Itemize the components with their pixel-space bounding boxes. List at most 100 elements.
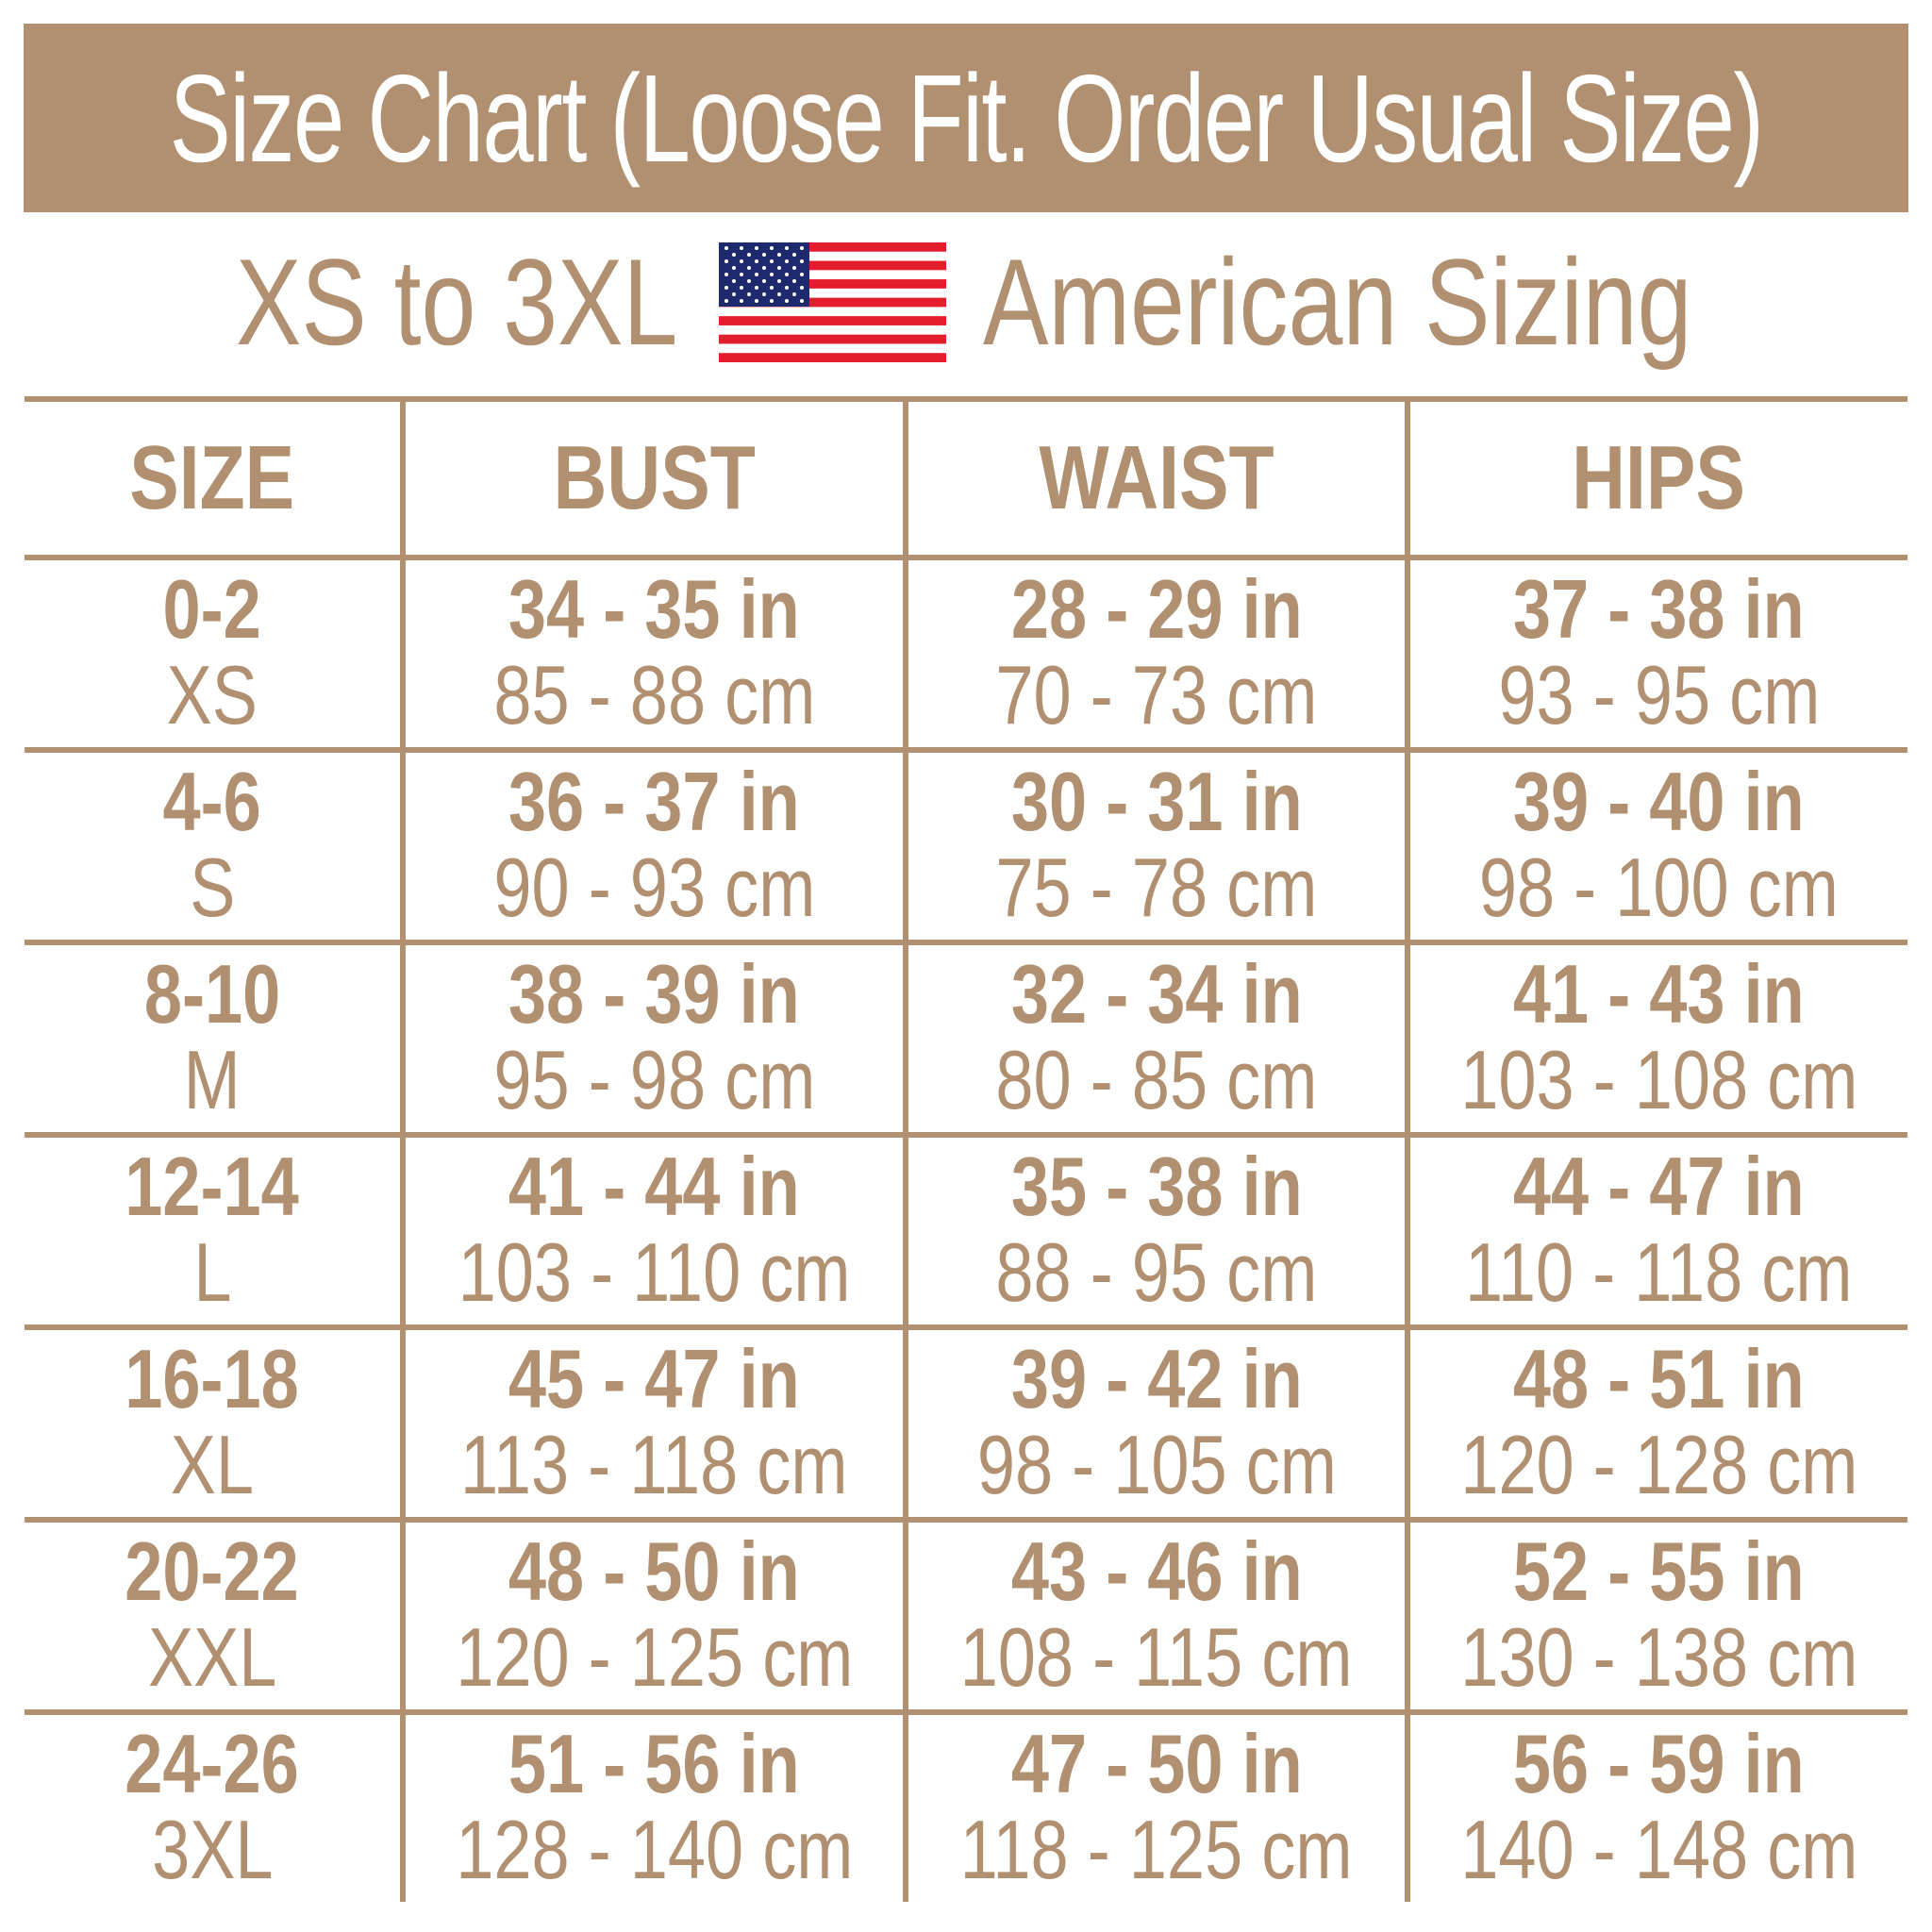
table-cell: 4-6 S	[25, 747, 400, 940]
flag-star	[755, 286, 758, 290]
flag-star	[747, 292, 751, 296]
inch-value: 39 - 42 in	[1010, 1332, 1303, 1425]
flag-stripe	[719, 334, 946, 344]
flag-star	[777, 292, 781, 296]
table-cell: 12-14 L	[25, 1132, 400, 1324]
flag-star	[800, 273, 804, 276]
table-cell: 8-10 M	[25, 940, 400, 1132]
table-cell: 37 - 38 in 93 - 95 cm	[1405, 555, 1907, 747]
flag-stripe	[719, 325, 946, 335]
table-cell: 28 - 29 in 70 - 73 cm	[903, 555, 1405, 747]
flag-stripe	[719, 297, 946, 308]
flag-star	[724, 259, 728, 263]
flag-star	[740, 299, 743, 303]
table-cell: 16-18 XL	[25, 1324, 400, 1517]
title-bar: Size Chart (Loose Fit. Order Usual Size)	[24, 24, 1908, 212]
flag-stripe	[719, 343, 946, 354]
cm-value: 108 - 115 cm	[960, 1610, 1353, 1704]
flag-star	[785, 299, 789, 303]
size-letter: M	[183, 1033, 242, 1126]
table-cell: 48 - 50 in 120 - 125 cm	[400, 1517, 903, 1709]
cm-value: 113 - 118 cm	[460, 1418, 848, 1511]
flag-stripe	[719, 251, 946, 261]
size-number: 24-26	[125, 1717, 300, 1810]
flag-star	[785, 286, 789, 290]
flag-stripe	[719, 279, 946, 290]
inch-value: 41 - 44 in	[508, 1140, 800, 1233]
column-header-label: WAIST	[1039, 427, 1274, 528]
flag-star	[800, 299, 804, 303]
flag-star	[747, 266, 751, 270]
table-cell: 56 - 59 in 140 - 148 cm	[1405, 1709, 1907, 1902]
cm-value: 90 - 93 cm	[493, 841, 815, 934]
flag-star	[732, 253, 736, 257]
table-cell: 38 - 39 in 95 - 98 cm	[400, 940, 903, 1132]
flag-star	[800, 246, 804, 250]
cm-value: 98 - 105 cm	[976, 1418, 1337, 1511]
table-cell: 47 - 50 in 118 - 125 cm	[903, 1709, 1405, 1902]
size-letter: XS	[166, 648, 258, 741]
flag-star	[792, 253, 796, 257]
cm-value: 80 - 85 cm	[995, 1033, 1318, 1126]
flag-star	[755, 273, 758, 276]
cm-value: 70 - 73 cm	[995, 648, 1318, 741]
flag-star	[785, 259, 789, 263]
cm-value: 75 - 78 cm	[995, 841, 1318, 934]
cm-value: 95 - 98 cm	[493, 1033, 815, 1126]
cm-value: 103 - 110 cm	[458, 1225, 851, 1319]
inch-value: 48 - 50 in	[508, 1524, 800, 1618]
size-number: 0-2	[162, 562, 262, 656]
cm-value: 88 - 95 cm	[995, 1225, 1318, 1319]
flag-star	[740, 246, 743, 250]
flag-stripe	[719, 353, 946, 362]
cm-value: 98 - 100 cm	[1478, 841, 1840, 934]
cm-value: 140 - 148 cm	[1459, 1803, 1858, 1896]
size-letter: L	[192, 1225, 232, 1319]
inch-value: 35 - 38 in	[1010, 1140, 1303, 1233]
flag-star	[800, 286, 804, 290]
flag-star	[740, 259, 743, 263]
flag-star	[724, 273, 728, 276]
flag-star	[732, 292, 736, 296]
flag-star	[762, 253, 766, 257]
flag-star	[785, 246, 789, 250]
size-number: 12-14	[125, 1140, 300, 1233]
flag-star	[732, 279, 736, 283]
inch-value: 43 - 46 in	[1010, 1524, 1303, 1618]
us-flag-icon	[719, 242, 946, 362]
flag-stripe	[719, 316, 946, 326]
flag-stripe	[719, 288, 946, 298]
table-cell: 48 - 51 in 120 - 128 cm	[1405, 1324, 1907, 1517]
column-header-waist: WAIST	[903, 396, 1405, 555]
flag-star	[724, 246, 728, 250]
flag-star	[755, 259, 758, 263]
flag-star	[777, 279, 781, 283]
table-cell: 39 - 40 in 98 - 100 cm	[1405, 747, 1907, 940]
flag-star	[732, 266, 736, 270]
flag-star	[762, 266, 766, 270]
column-header-label: HIPS	[1572, 427, 1746, 528]
flag-stripe	[719, 307, 946, 317]
flag-stripe	[719, 270, 946, 280]
cm-value: 93 - 95 cm	[1498, 648, 1820, 741]
cm-value: 118 - 125 cm	[960, 1803, 1353, 1896]
size-range: XS to 3XL	[236, 233, 678, 371]
flag-stripe	[719, 260, 946, 271]
inch-value: 34 - 35 in	[508, 562, 800, 656]
flag-star	[777, 266, 781, 270]
inch-value: 45 - 47 in	[508, 1332, 800, 1425]
inch-value: 37 - 38 in	[1513, 562, 1805, 656]
flag-star	[724, 286, 728, 290]
size-table: SIZE BUST WAIST HIPS 0-2 XS 34 - 35 in 85 - 88 …	[25, 396, 1907, 1902]
column-header-bust: BUST	[400, 396, 903, 555]
flag-star	[762, 292, 766, 296]
inch-value: 47 - 50 in	[1010, 1717, 1303, 1810]
table-cell: 0-2 XS	[25, 555, 400, 747]
flag-star	[755, 246, 758, 250]
inch-value: 48 - 51 in	[1513, 1332, 1805, 1425]
size-number: 8-10	[143, 947, 281, 1041]
table-cell: 41 - 43 in 103 - 108 cm	[1405, 940, 1907, 1132]
size-letter: XL	[170, 1418, 255, 1511]
inch-value: 56 - 59 in	[1513, 1717, 1805, 1810]
flag-star	[770, 299, 774, 303]
